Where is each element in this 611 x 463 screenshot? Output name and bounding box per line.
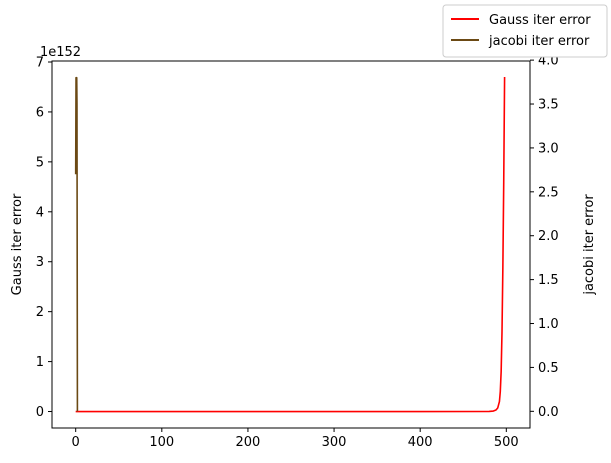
right-y-tick-label: 3.0 bbox=[538, 141, 559, 156]
left-y-tick-label: 7 bbox=[36, 55, 44, 70]
legend-box bbox=[442, 4, 608, 58]
plot-area-frame bbox=[51, 60, 531, 429]
legend-label-jacobi: jacobi iter error bbox=[488, 34, 590, 49]
jacobi-series-line bbox=[74, 76, 79, 412]
right-y-axis-ticks: 0.00.51.01.52.02.53.03.54.0 bbox=[530, 54, 559, 420]
jacobi-series-layer bbox=[74, 76, 79, 412]
x-tick-label: 300 bbox=[322, 435, 347, 450]
left-y-axis-label: Gauss iter error bbox=[10, 193, 25, 295]
left-y-tick-label: 2 bbox=[36, 305, 44, 320]
right-y-axis-label: jacobi iter error bbox=[582, 194, 597, 296]
legend-label-gauss: Gauss iter error bbox=[489, 13, 591, 28]
left-y-tick-label: 3 bbox=[36, 255, 44, 270]
legend: Gauss iter error jacobi iter error bbox=[442, 4, 608, 58]
right-y-tick-label: 2.0 bbox=[538, 229, 559, 244]
gauss-series-line bbox=[75, 76, 506, 413]
right-y-tick-label: 0.0 bbox=[538, 405, 559, 420]
left-y-tick-label: 1 bbox=[36, 355, 44, 370]
x-tick-label: 200 bbox=[236, 435, 261, 450]
x-axis-ticks: 0 100 200 300 400 500 bbox=[72, 428, 519, 450]
left-y-tick-label: 5 bbox=[36, 155, 44, 170]
right-y-tick-label: 1.0 bbox=[538, 317, 559, 332]
x-tick-label: 400 bbox=[408, 435, 433, 450]
left-y-tick-label: 0 bbox=[36, 405, 44, 420]
left-y-axis-ticks: 0 1 2 3 4 5 6 7 bbox=[36, 55, 52, 420]
left-y-tick-label: 4 bbox=[36, 205, 44, 220]
x-tick-label: 500 bbox=[494, 435, 519, 450]
right-y-tick-label: 1.5 bbox=[538, 273, 559, 288]
left-y-tick-label: 6 bbox=[36, 105, 44, 120]
right-y-tick-label: 2.5 bbox=[538, 185, 559, 200]
left-axis-offset-text: 1e152 bbox=[40, 45, 81, 60]
x-tick-label: 100 bbox=[149, 435, 174, 450]
right-y-tick-label: 0.5 bbox=[538, 361, 559, 376]
x-tick-label: 0 bbox=[72, 435, 80, 450]
right-y-tick-label: 3.5 bbox=[538, 98, 559, 113]
gauss-series-layer bbox=[75, 76, 506, 413]
